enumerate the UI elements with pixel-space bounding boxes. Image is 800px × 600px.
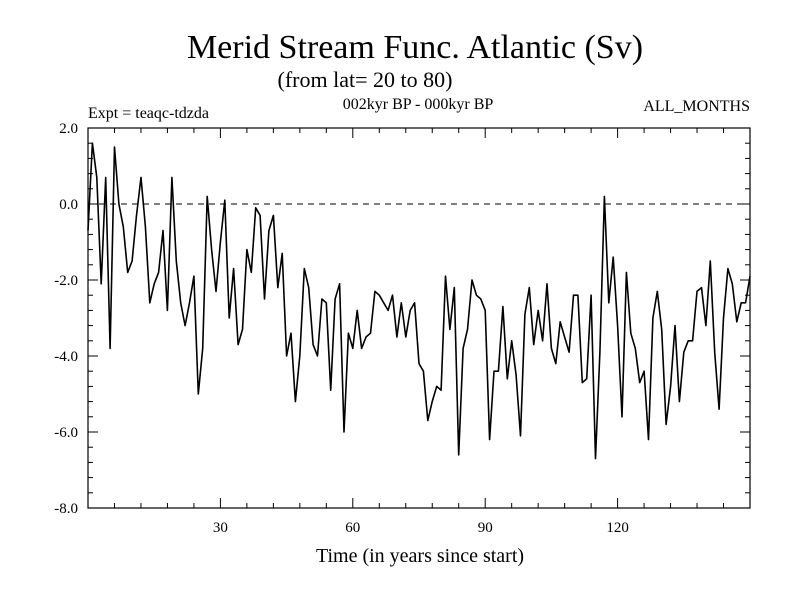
plot-area: 30 60 90 120 2.0 0.0 -2.0 -4.0 -6.0 -8.0	[54, 121, 751, 536]
y-tick-label: 2.0	[59, 121, 78, 137]
x-tick-label: 90	[478, 520, 493, 536]
x-tick-label: 120	[606, 520, 629, 536]
months-label: ALL_MONTHS	[643, 98, 750, 115]
y-tick-label: 0.0	[59, 197, 78, 213]
chart-title: Merid Stream Func. Atlantic (Sv)	[187, 29, 643, 66]
x-tick-label: 30	[213, 520, 228, 536]
chart-subtitle: (from lat= 20 to 80)	[278, 67, 453, 92]
x-axis-label: Time (in years since start)	[316, 545, 524, 567]
expt-label: Expt = teaqc-tdzda	[88, 105, 209, 122]
y-tick-label: -6.0	[54, 425, 78, 441]
period-label: 002kyr BP - 000kyr BP	[343, 96, 494, 113]
plot-frame	[87, 127, 751, 509]
y-tick-label: -4.0	[54, 349, 78, 365]
series-line	[87, 142, 751, 460]
y-tick-label: -2.0	[54, 273, 78, 289]
y-tick-label: -8.0	[54, 501, 78, 517]
x-tick-label: 60	[345, 520, 360, 536]
